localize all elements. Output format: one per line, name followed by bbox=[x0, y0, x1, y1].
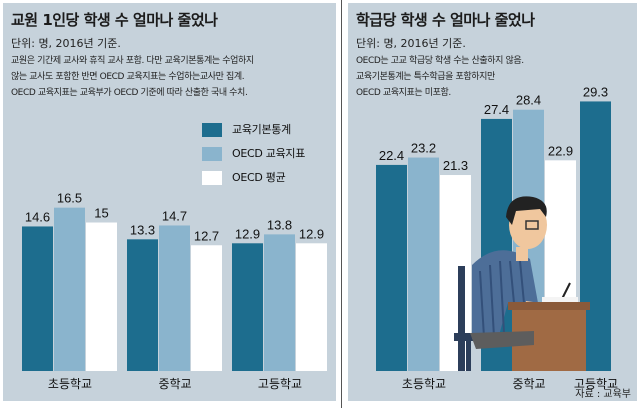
left-note-3: OECD 교육지표는 교육부가 OECD 기준에 따라 산출한 국내 수치. bbox=[11, 88, 248, 98]
value-label-basic-stats-1: 13.3 bbox=[130, 222, 155, 237]
legend: 교육기본통계 OECD 교육지표 OECD 평균 bbox=[193, 110, 326, 196]
value-label-oecd-indicator-1: 14.7 bbox=[162, 208, 187, 223]
bar-basic-stats-2 bbox=[232, 243, 263, 371]
value-label-basic-stats-2: 12.9 bbox=[235, 226, 260, 241]
value-label-oecd-indicator-1: 28.4 bbox=[516, 93, 541, 108]
bar-oecd-indicator-2 bbox=[264, 234, 295, 371]
value-label-basic-stats-0: 14.6 bbox=[25, 209, 50, 224]
bar-oecd-average-0 bbox=[86, 222, 117, 371]
bar-oecd-indicator-0 bbox=[54, 207, 85, 371]
bar-basic-stats-0 bbox=[376, 164, 407, 371]
legend-swatch-basic-stats bbox=[202, 123, 222, 137]
source-note: 자료 : 교육부 bbox=[575, 389, 631, 400]
value-label-oecd-indicator-2: 13.8 bbox=[267, 217, 292, 232]
panel-class-size: 학급당 학생 수 얼마나 줄었나 단위: 명, 2016년 기준. OECD는 … bbox=[348, 3, 637, 401]
bar-oecd-indicator-1 bbox=[159, 225, 190, 371]
category-label-1: 중학교 bbox=[512, 377, 545, 391]
panel-divider bbox=[341, 0, 342, 408]
category-label-2: 고등학교 bbox=[574, 377, 618, 391]
right-note-2: 교육기본통계는 특수학급을 포함하지만 bbox=[356, 72, 495, 82]
legend-swatch-oecd-average bbox=[202, 171, 222, 185]
value-label-basic-stats-0: 22.4 bbox=[379, 148, 404, 163]
value-label-oecd-average-1: 22.9 bbox=[548, 143, 573, 158]
left-note-2: 않는 교사도 포함한 반면 OECD 교육지표는 수업하는교사만 집계. bbox=[11, 72, 245, 82]
category-label-0: 초등학교 bbox=[48, 377, 92, 391]
legend-label-basic-stats: 교육기본통계 bbox=[232, 123, 291, 136]
category-label-2: 고등학교 bbox=[258, 377, 302, 391]
bar-oecd-average-0 bbox=[440, 175, 471, 371]
right-note-1: OECD는 고교 학급당 학생 수는 산출하지 않음. bbox=[356, 56, 524, 66]
right-bar-chart: 22.4 23.2 21.3 초등학교 27.4 28.4 22.9 중학교 29.3 고등학교 bbox=[376, 84, 618, 391]
left-title: 교원 1인당 학생 수 얼마나 줄었나 bbox=[11, 11, 218, 29]
left-unit: 단위: 명, 2016년 기준. bbox=[11, 37, 121, 50]
legend-label-oecd-average: OECD 평균 bbox=[232, 171, 286, 184]
legend-swatch-oecd-indicator bbox=[202, 147, 222, 161]
value-label-oecd-average-2: 12.9 bbox=[299, 226, 324, 241]
value-label-oecd-indicator-0: 23.2 bbox=[411, 141, 436, 156]
panel-teacher-ratio: 교원 1인당 학생 수 얼마나 줄었나 단위: 명, 2016년 기준. 교원은… bbox=[3, 3, 336, 401]
right-note-3: OECD 교육지표는 미포함. bbox=[356, 88, 451, 98]
right-unit: 단위: 명, 2016년 기준. bbox=[356, 37, 466, 50]
legend-label-oecd-indicator: OECD 교육지표 bbox=[232, 147, 306, 160]
bar-oecd-indicator-0 bbox=[408, 157, 439, 371]
bar-basic-stats-0 bbox=[22, 226, 53, 371]
bar-oecd-average-2 bbox=[296, 243, 327, 371]
value-label-basic-stats-1: 27.4 bbox=[484, 102, 509, 117]
value-label-oecd-indicator-0: 16.5 bbox=[57, 191, 82, 206]
bar-basic-stats-2 bbox=[580, 101, 611, 371]
category-label-1: 중학교 bbox=[158, 377, 191, 391]
value-label-basic-stats-2: 29.3 bbox=[583, 84, 608, 99]
bar-oecd-average-1 bbox=[191, 245, 222, 371]
category-label-0: 초등학교 bbox=[402, 377, 446, 391]
bar-basic-stats-1 bbox=[481, 118, 512, 371]
bar-oecd-indicator-1 bbox=[513, 109, 544, 371]
bar-oecd-average-1 bbox=[545, 160, 576, 371]
left-note-1: 교원은 기간제 교사와 휴직 교사 포함. 다만 교육기본통계는 수업하지 bbox=[11, 56, 254, 66]
value-label-oecd-average-1: 12.7 bbox=[194, 228, 219, 243]
value-label-oecd-average-0: 15 bbox=[94, 206, 108, 221]
value-label-oecd-average-0: 21.3 bbox=[443, 158, 468, 173]
bar-basic-stats-1 bbox=[127, 239, 158, 371]
right-title: 학급당 학생 수 얼마나 줄었나 bbox=[356, 11, 535, 29]
left-bar-chart: 14.6 16.5 15 초등학교 13.3 14.7 12.7 중학교 12.9 13.8 12.… bbox=[22, 191, 327, 391]
